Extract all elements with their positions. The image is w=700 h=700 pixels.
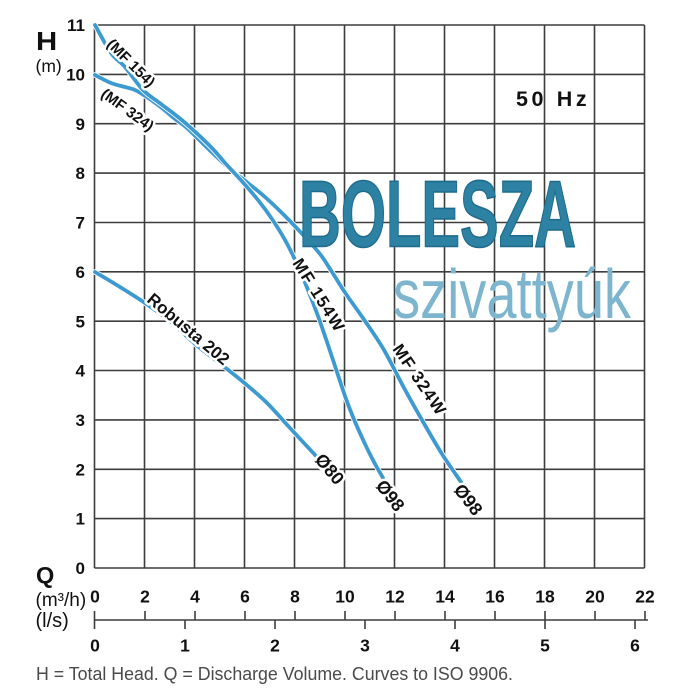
- svg-text:1: 1: [76, 510, 85, 529]
- svg-text:4: 4: [190, 587, 200, 607]
- svg-text:0: 0: [90, 636, 100, 656]
- svg-text:11: 11: [67, 16, 85, 35]
- svg-text:14: 14: [435, 587, 455, 607]
- svg-text:0: 0: [76, 559, 85, 578]
- svg-text:10: 10: [335, 587, 355, 607]
- svg-text:(l/s): (l/s): [36, 610, 69, 632]
- svg-text:8: 8: [76, 164, 85, 183]
- svg-text:7: 7: [76, 214, 85, 233]
- svg-text:2: 2: [76, 460, 85, 479]
- svg-text:4: 4: [76, 362, 86, 381]
- svg-text:(m³/h): (m³/h): [36, 590, 87, 611]
- svg-text:2: 2: [140, 587, 150, 607]
- svg-text:20: 20: [585, 587, 605, 607]
- svg-text:5: 5: [76, 312, 85, 331]
- svg-text:Q: Q: [36, 562, 54, 588]
- svg-text:16: 16: [485, 587, 505, 607]
- svg-text:18: 18: [535, 587, 555, 607]
- svg-text:3: 3: [76, 411, 85, 430]
- svg-text:22: 22: [635, 587, 655, 607]
- svg-text:50 Hz: 50 Hz: [516, 87, 590, 111]
- svg-text:10: 10: [66, 66, 85, 85]
- svg-text:BOLESZA: BOLESZA: [299, 162, 576, 268]
- svg-text:Robusta 202: Robusta 202: [143, 290, 233, 370]
- svg-text:1: 1: [180, 636, 190, 656]
- svg-text:6: 6: [76, 263, 85, 282]
- svg-text:12: 12: [385, 587, 405, 607]
- svg-text:3: 3: [360, 636, 370, 656]
- svg-text:(m): (m): [36, 56, 62, 76]
- svg-text:H: H: [36, 27, 57, 56]
- svg-text:6: 6: [240, 587, 250, 607]
- svg-text:Ø98: Ø98: [372, 476, 409, 515]
- svg-text:8: 8: [290, 587, 300, 607]
- svg-text:9: 9: [76, 115, 85, 134]
- svg-text:5: 5: [540, 636, 550, 656]
- svg-text:4: 4: [450, 636, 460, 656]
- svg-text:szivattyúk: szivattyúk: [393, 255, 632, 333]
- svg-text:0: 0: [90, 587, 100, 607]
- svg-text:Ø98: Ø98: [450, 480, 487, 519]
- svg-text:6: 6: [630, 636, 640, 656]
- svg-text:2: 2: [270, 636, 280, 656]
- svg-text:H = Total Head. Q = Discharge: H = Total Head. Q = Discharge Volume. Cu…: [36, 663, 513, 684]
